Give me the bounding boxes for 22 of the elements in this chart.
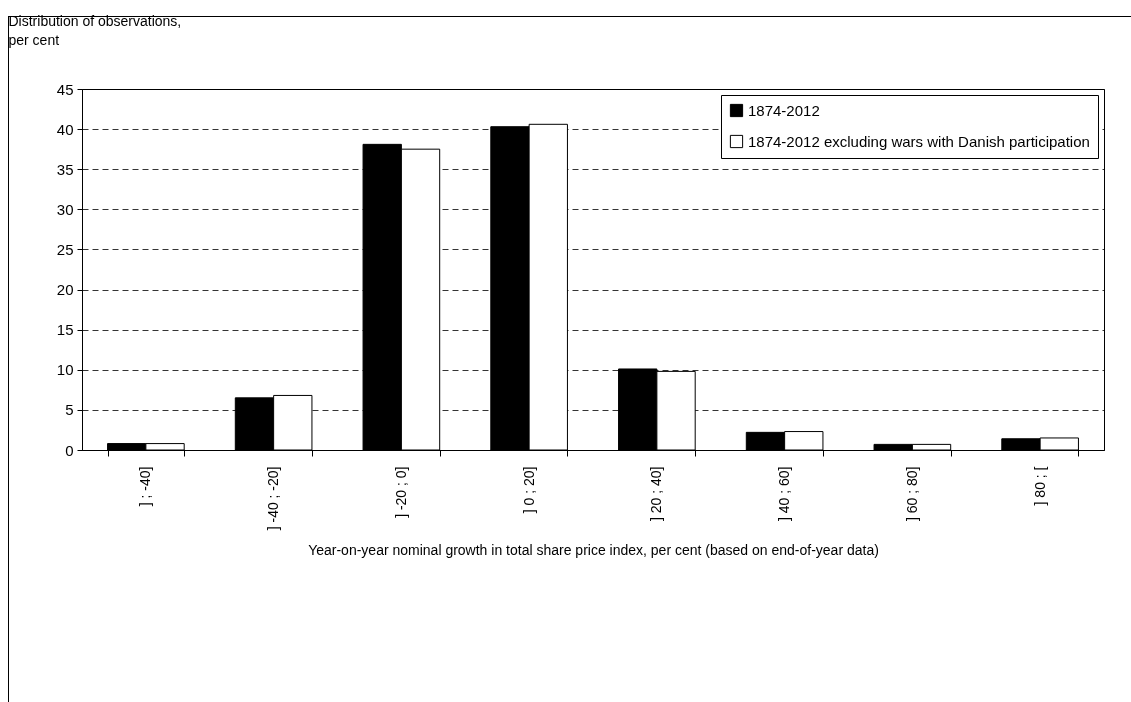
y-tick-label: 20 xyxy=(56,281,74,299)
x-tick-label: ] -20 ; 0] xyxy=(392,466,409,518)
y-tick-label: 0 xyxy=(65,441,74,459)
y-tick-label: 35 xyxy=(56,160,74,178)
y-tick-label: 10 xyxy=(56,361,74,379)
y-tick-label: 45 xyxy=(56,80,74,98)
y-tick-label: 15 xyxy=(56,321,74,339)
y-tick-label: 30 xyxy=(56,200,74,218)
y-tick-label: 25 xyxy=(56,240,74,258)
x-tick-label: ] 20 ; 40] xyxy=(648,466,665,521)
x-tick-label: ] 60 ; 80] xyxy=(903,466,920,521)
x-axis-title: Year-on-year nominal growth in total share price index, per cent (based on end-of-year data) xyxy=(308,542,879,559)
x-tick-label: ] 0 ; 20] xyxy=(520,466,537,514)
legend-label: 1874-2012 xyxy=(748,101,820,119)
y-tick-label: 5 xyxy=(65,401,74,419)
x-tick-label: ] ; -40] xyxy=(137,466,154,507)
y-tick-label: 40 xyxy=(56,120,74,138)
x-tick-label: ] -40 ; -20] xyxy=(265,466,282,531)
x-tick-label: ] 80 ; [ xyxy=(1031,466,1048,506)
y-axis-title: Distribution of observations, per cent xyxy=(8,12,182,48)
x-tick-label: ] 40 ; 60] xyxy=(776,466,793,521)
legend-label: 1874-2012 excluding wars with Danish participation xyxy=(748,132,1090,150)
